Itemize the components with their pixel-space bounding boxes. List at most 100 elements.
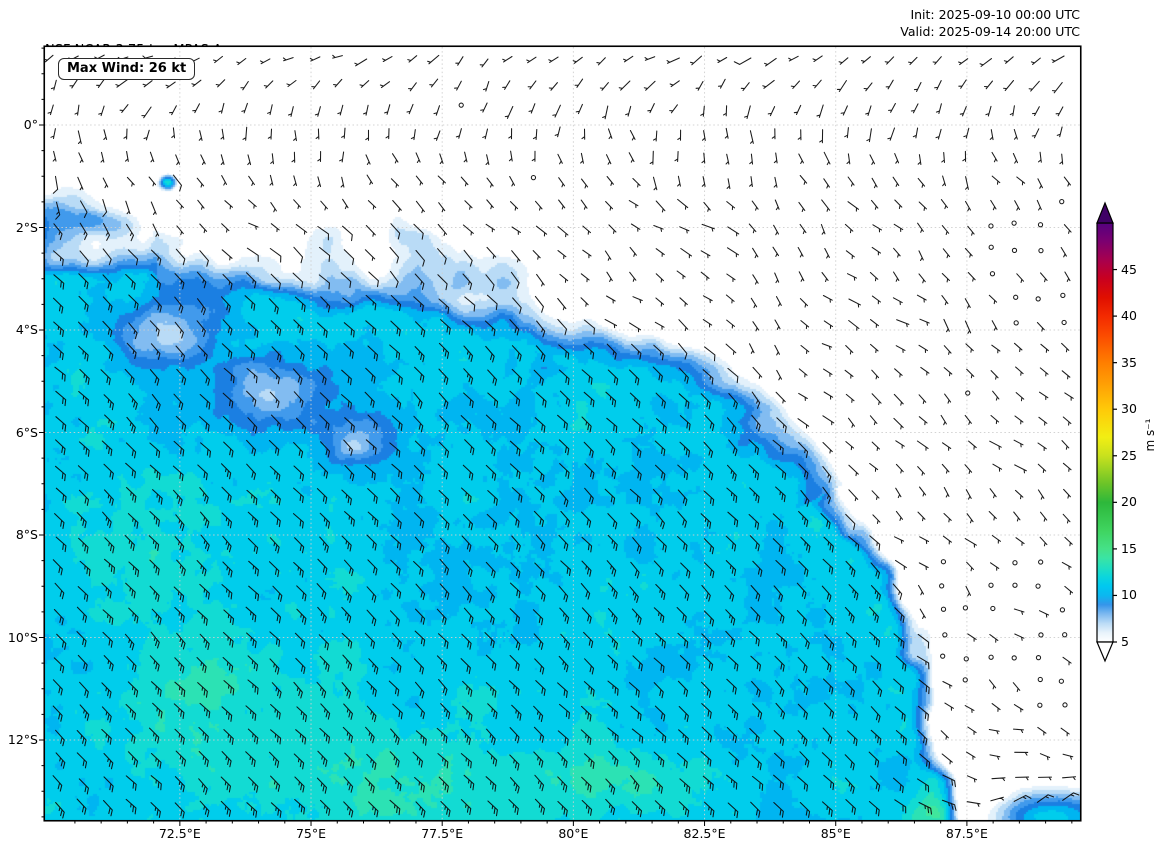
wind-barb <box>942 248 951 259</box>
wind-barb <box>367 345 379 362</box>
wind-barb <box>751 414 761 432</box>
wind-barb <box>773 176 778 188</box>
wind-barb <box>291 151 296 163</box>
wind-barb <box>125 775 137 791</box>
wind-barb <box>775 559 786 576</box>
wind-barb <box>749 535 760 552</box>
wind-barb <box>367 200 377 210</box>
wind-barb <box>630 705 642 721</box>
wind-barb <box>341 535 352 552</box>
wind-barb <box>268 751 280 768</box>
wind-barb <box>557 414 568 431</box>
y-tick-label: 6°S <box>15 424 38 440</box>
wind-barb <box>535 534 546 552</box>
wind-barb <box>822 486 832 504</box>
wind-barb <box>1039 367 1049 377</box>
wind-barb <box>318 246 331 262</box>
wind-barb <box>845 344 854 355</box>
wind-barb <box>368 271 379 288</box>
wind-barb <box>309 56 321 62</box>
calm-circle <box>1011 220 1017 226</box>
wind-barb <box>509 463 521 480</box>
wind-barb <box>988 679 997 690</box>
wind-barb <box>53 321 64 338</box>
wind-barb <box>774 607 785 624</box>
wind-barb <box>269 174 274 186</box>
wind-barb <box>439 415 449 432</box>
wind-barb <box>344 464 355 482</box>
wind-barb <box>678 705 689 723</box>
wind-barb <box>581 369 593 385</box>
calm-circle <box>1035 655 1042 661</box>
wind-barb <box>628 200 639 209</box>
wind-barb <box>680 562 691 579</box>
wind-barb <box>296 706 307 723</box>
wind-barb <box>727 704 739 721</box>
wind-barb <box>221 584 233 600</box>
wind-barb <box>941 225 950 235</box>
wind-barb <box>1063 488 1071 499</box>
wind-barb <box>557 751 568 769</box>
wind-barb <box>918 201 927 211</box>
wind-barb <box>151 393 161 411</box>
calm-circle <box>1038 247 1044 254</box>
wind-barb <box>341 225 353 242</box>
wind-barb <box>767 106 776 117</box>
wind-barb <box>583 343 595 360</box>
wind-barb <box>149 417 159 435</box>
wind-barb <box>1062 656 1072 666</box>
wind-barb <box>725 153 730 165</box>
wind-barb <box>199 511 210 529</box>
wind-barb <box>247 655 259 672</box>
calm-circle <box>1062 632 1068 638</box>
wind-barb <box>607 513 618 530</box>
wind-barb <box>365 224 376 237</box>
wind-barb <box>941 272 950 283</box>
wind-barb <box>558 703 570 720</box>
wind-barb <box>315 128 320 140</box>
wind-barb <box>1015 776 1030 781</box>
y-tick-label: 4°S <box>15 322 38 337</box>
wind-barb <box>869 343 879 354</box>
wind-barb <box>197 345 208 362</box>
wind-barb <box>76 729 87 747</box>
wind-barb <box>368 801 379 818</box>
wind-barb <box>607 607 618 625</box>
calm-circle <box>1013 294 1019 300</box>
wind-barb <box>557 682 568 698</box>
wind-barb <box>943 486 950 498</box>
wind-barb <box>557 297 567 311</box>
wind-barb <box>727 655 739 672</box>
wind-barb <box>749 630 760 647</box>
wind-barb <box>580 729 592 746</box>
wind-barb <box>413 415 424 433</box>
wind-barb <box>53 657 65 674</box>
calm-circle <box>1038 559 1044 565</box>
wind-barb <box>848 464 859 477</box>
wind-barb <box>847 704 858 721</box>
wind-barb <box>508 799 519 816</box>
wind-barb <box>391 415 403 431</box>
wind-barb <box>580 152 584 164</box>
wind-barb <box>392 632 402 650</box>
wind-barb <box>438 441 450 458</box>
wind-barb <box>990 199 997 211</box>
wind-barb <box>272 585 283 602</box>
wind-barb <box>676 535 688 552</box>
wind-barb <box>872 224 883 233</box>
wind-barb <box>487 392 499 408</box>
wind-barb <box>364 464 376 481</box>
wind-barb <box>1014 751 1029 756</box>
wind-barb <box>173 440 185 457</box>
wind-barb <box>269 537 280 554</box>
wind-barb <box>440 800 451 818</box>
wind-barb <box>942 774 956 788</box>
wind-barb <box>460 753 472 769</box>
wind-barb <box>223 367 235 384</box>
wind-barb <box>247 511 259 528</box>
wind-barb <box>800 536 811 553</box>
wind-barb <box>55 439 66 456</box>
wind-barb <box>509 754 520 771</box>
wind-barb <box>103 489 114 506</box>
wind-barb <box>580 511 592 528</box>
